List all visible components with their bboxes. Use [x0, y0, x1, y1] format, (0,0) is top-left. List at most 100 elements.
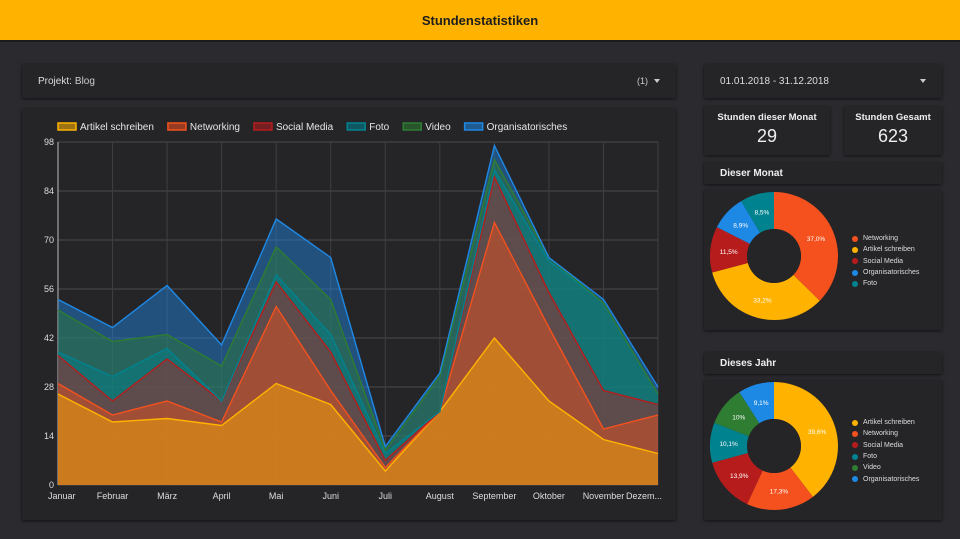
legend-label: Social Media: [863, 257, 904, 265]
legend-dot: [852, 280, 858, 287]
x-tick-label: Januar: [48, 491, 76, 501]
legend-dot: [852, 419, 858, 426]
legend-swatch: [463, 122, 484, 131]
slice-networking: [774, 192, 838, 301]
slice-label: 8,5%: [754, 210, 769, 217]
legend-item[interactable]: Social Media: [852, 440, 919, 451]
slice-label: 37,0%: [807, 236, 826, 243]
chevron-down-icon: [654, 79, 660, 83]
slice-social-media: [710, 227, 750, 273]
x-tick-label: Juni: [322, 491, 339, 501]
area-video: [58, 159, 658, 485]
slice-foto: [710, 422, 749, 463]
area-chart: Artikel schreiben Networking Social Media F…: [44, 122, 662, 501]
legend-item[interactable]: Networking: [852, 233, 919, 244]
y-tick-label: 0: [49, 480, 54, 490]
legend-item-video[interactable]: Video: [402, 122, 451, 133]
project-count-dropdown[interactable]: (1): [637, 76, 660, 86]
legend-swatch: [346, 122, 366, 131]
section-header-this-month: Dieser Monat: [704, 162, 942, 184]
slice-label: 10,1%: [719, 441, 738, 448]
legend-dot: [852, 430, 858, 437]
stat-label: Stunden dieser Monat: [717, 112, 817, 123]
legend-swatch: [167, 122, 187, 131]
legend-item[interactable]: Organisatorisches: [852, 267, 919, 278]
legend-item-social-media[interactable]: Social Media: [253, 122, 334, 133]
slice-social-media: [712, 453, 763, 505]
legend-item[interactable]: Social Media: [852, 256, 919, 267]
slice-artikel-schreiben: [712, 262, 820, 320]
stat-value: 29: [756, 126, 778, 146]
y-tick-label: 56: [44, 284, 54, 294]
slice-artikel-schreiben: [774, 382, 838, 497]
legend-label: Artikel schreiben: [863, 246, 915, 254]
donut-card-month: 37,0% 33,2% 11,5% 8,9% 8,5% Networking Artike…: [704, 190, 942, 330]
legend-dot: [852, 453, 858, 460]
legend-label: Networking: [190, 122, 240, 133]
date-range-selector[interactable]: 01.01.2018 - 31.12.2018: [704, 64, 942, 98]
area-networking: [58, 222, 658, 485]
legend-item[interactable]: Foto: [852, 451, 919, 462]
legend-dot: [852, 442, 858, 449]
line-social-media: [57, 174, 659, 462]
legend-label: Video: [425, 122, 451, 133]
legend-item-networking[interactable]: Networking: [167, 122, 240, 133]
legend-swatch: [402, 122, 422, 131]
slice-label: 33,2%: [753, 298, 772, 305]
legend-item[interactable]: Organisatorisches: [852, 473, 919, 484]
y-tick-label: 84: [44, 186, 54, 196]
legend-item-artikel-schreiben[interactable]: Artikel schreiben: [57, 122, 154, 133]
line-networking: [57, 220, 659, 469]
legend-item[interactable]: Video: [852, 462, 919, 473]
donut-legend-month: Networking Artikel schreiben Social Media O…: [852, 233, 919, 289]
legend-label: Artikel schreiben: [80, 122, 154, 133]
stat-hours-total: Stunden Gesamt 623: [844, 106, 942, 155]
donut-chart-month: 37,0% 33,2% 11,5% 8,9% 8,5%: [710, 192, 838, 320]
legend-item[interactable]: Networking: [852, 428, 919, 439]
donut-chart-year: 39,6% 17,3% 13,9% 10,1% 10% 9,1%: [710, 382, 838, 510]
chart-areas: [57, 143, 659, 485]
legend-item-foto[interactable]: Foto: [346, 122, 390, 133]
x-tick-label: Juli: [379, 491, 393, 501]
legend-item[interactable]: Artikel schreiben: [852, 417, 919, 428]
section-header-this-year: Dieses Jahr: [704, 352, 942, 374]
line-organisatorisches: [57, 143, 659, 449]
legend-label: Organisatorisches: [863, 475, 920, 483]
slice-foto: [741, 192, 774, 233]
x-tick-label: April: [213, 491, 231, 501]
x-tick-label: September: [472, 491, 516, 501]
legend-label: Networking: [863, 235, 899, 243]
slice-organisatorisches: [716, 201, 761, 244]
legend-item[interactable]: Foto: [852, 278, 919, 289]
y-tick-label: 28: [44, 382, 54, 392]
legend-label: Video: [863, 464, 881, 472]
page-title: Stundenstatistiken: [421, 12, 539, 28]
project-value: Blog: [74, 75, 95, 87]
project-selector[interactable]: Projekt: Blog (1): [22, 64, 676, 98]
x-tick-label: Mai: [269, 491, 284, 501]
slice-label: 39,6%: [808, 429, 827, 436]
legend-dot: [852, 246, 858, 253]
area-social-media: [58, 177, 658, 485]
donut-card-year: 39,6% 17,3% 13,9% 10,1% 10% 9,1% Artikel schr…: [704, 380, 942, 520]
legend-label: Foto: [863, 280, 878, 288]
donut-hole: [747, 419, 801, 473]
legend-item[interactable]: Artikel schreiben: [852, 244, 919, 255]
legend-item-organisatorisches[interactable]: Organisatorisches: [463, 122, 568, 133]
slice-label: 8,9%: [733, 222, 748, 229]
legend-dot: [852, 235, 858, 242]
line-artikel-schreiben: [57, 336, 659, 473]
legend-label: Organisatorisches: [487, 122, 568, 133]
slice-label: 13,9%: [730, 473, 749, 480]
y-tick-label: 98: [44, 137, 54, 147]
legend-label: Organisatorisches: [863, 269, 920, 277]
chart-grid: 0 14 28 42 56 70 84 98 Januar Februar März April Mai…: [44, 137, 662, 501]
legend-dot: [852, 269, 858, 276]
stat-hours-month: Stunden dieser Monat 29: [704, 106, 830, 155]
area-organisatorisches: [58, 145, 658, 485]
legend-label: Foto: [369, 122, 389, 133]
app-header: Stundenstatistiken: [0, 0, 960, 42]
date-range-value: 01.01.2018 - 31.12.2018: [720, 75, 829, 87]
x-tick-label: Oktober: [533, 491, 565, 501]
stat-value: 623: [877, 126, 909, 146]
